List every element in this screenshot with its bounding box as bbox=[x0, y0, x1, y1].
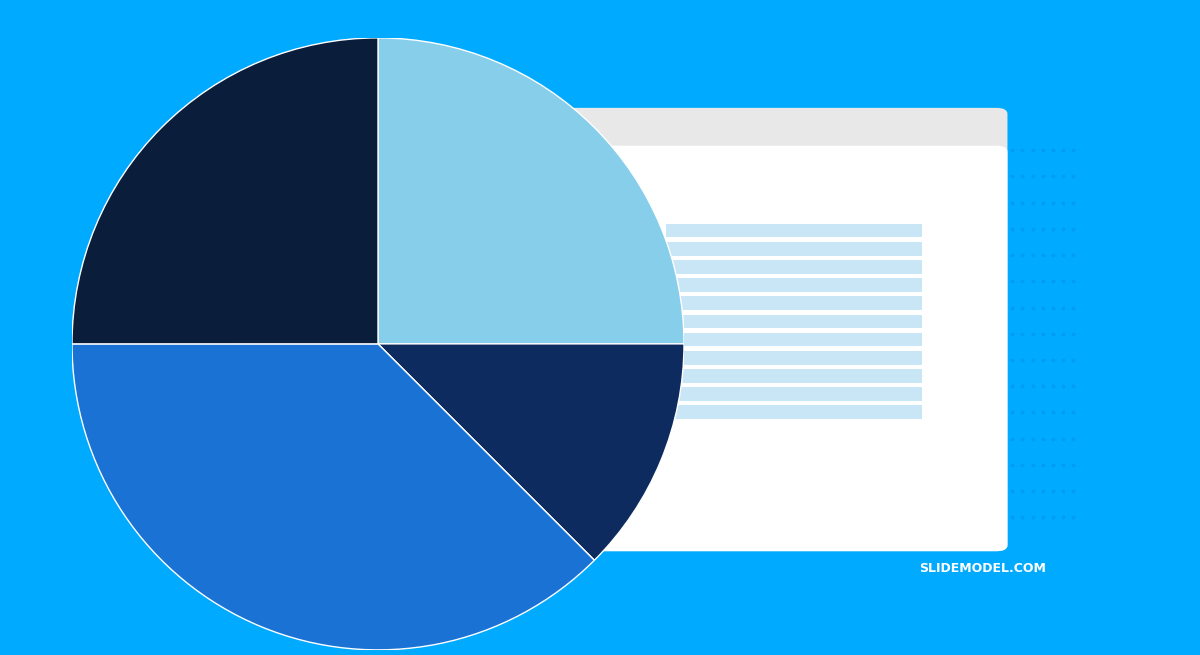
Wedge shape bbox=[378, 38, 684, 344]
Bar bbox=[666, 351, 922, 365]
Circle shape bbox=[313, 121, 330, 130]
Bar bbox=[666, 333, 922, 346]
Bar bbox=[666, 314, 922, 328]
Wedge shape bbox=[72, 38, 378, 344]
Wedge shape bbox=[72, 344, 594, 650]
Bar bbox=[666, 224, 922, 238]
Bar bbox=[239, 152, 996, 167]
Bar bbox=[239, 152, 996, 545]
Circle shape bbox=[274, 121, 290, 130]
Bar bbox=[666, 297, 922, 310]
FancyBboxPatch shape bbox=[227, 145, 1008, 551]
Text: SLIDEMODEL.COM: SLIDEMODEL.COM bbox=[919, 563, 1045, 575]
Bar bbox=[666, 405, 922, 419]
Bar bbox=[666, 387, 922, 401]
FancyBboxPatch shape bbox=[227, 108, 1008, 551]
Bar bbox=[666, 369, 922, 383]
Wedge shape bbox=[378, 344, 684, 560]
Bar bbox=[666, 260, 922, 274]
Circle shape bbox=[293, 121, 310, 130]
Bar bbox=[666, 242, 922, 255]
Bar bbox=[666, 278, 922, 292]
